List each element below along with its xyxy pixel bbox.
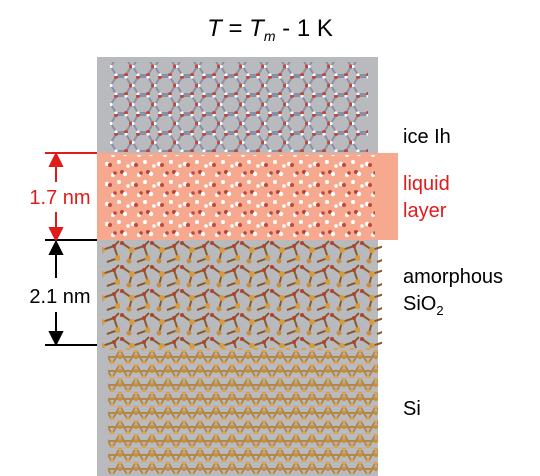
amorphous-label: amorphous (403, 266, 503, 288)
liquid-label: layer (403, 200, 447, 222)
sio2-text: SiO (403, 293, 436, 315)
arrow-head (50, 332, 62, 344)
arrow-head (50, 154, 62, 166)
sio2-subscript: 2 (436, 303, 443, 318)
liquid-label: liquid (403, 173, 450, 195)
amorphous-layer (102, 240, 382, 348)
title-subscript: m (264, 28, 276, 44)
sio2-label: SiO2 (403, 293, 444, 318)
si-label: Si (403, 398, 421, 420)
ice-label: ice Ih (403, 126, 451, 148)
figure: T = Tm - 1 K 1.7 nm 2.1 nm ice Ih liquid… (0, 0, 540, 476)
oxide-thickness: 2.1 nm (29, 286, 90, 308)
liquid-thickness: 1.7 nm (29, 187, 90, 209)
title: T = Tm - 1 K (207, 15, 333, 44)
silicon-layer (108, 348, 378, 474)
page: T = Tm - 1 K 1.7 nm 2.1 nm ice Ih liquid… (0, 0, 540, 476)
title-part: = (222, 15, 249, 42)
arrow-head (50, 242, 62, 254)
arrow-head (50, 228, 62, 240)
title-part: - 1 K (276, 15, 333, 42)
ice-layer (110, 62, 368, 152)
liquid-molecules (105, 155, 375, 240)
